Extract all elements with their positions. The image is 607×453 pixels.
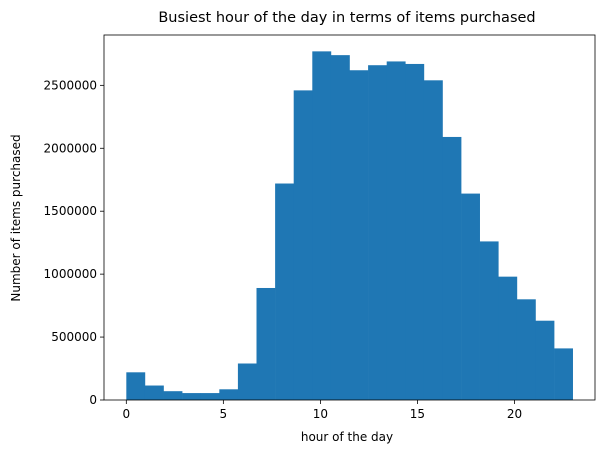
histogram-bar: [442, 136, 462, 400]
bars-group: [126, 51, 573, 401]
x-tick-label: 0: [122, 407, 130, 421]
y-tick-label: 2500000: [44, 78, 97, 92]
x-tick-label: 10: [313, 407, 328, 421]
histogram-bar: [256, 287, 276, 400]
y-tick-label: 1500000: [44, 204, 97, 218]
histogram-bar: [461, 193, 480, 400]
chart-title: Busiest hour of the day in terms of item…: [158, 10, 535, 26]
histogram-bar: [423, 80, 443, 400]
histogram-bar: [535, 320, 555, 400]
histogram-bar: [498, 276, 518, 400]
y-tick-label: 2000000: [44, 141, 97, 155]
histogram-bar: [163, 391, 183, 400]
histogram-bar: [144, 385, 164, 400]
histogram-bar: [237, 363, 257, 400]
histogram-bar: [312, 51, 332, 401]
y-axis-label: Number of items purchased: [9, 134, 23, 301]
histogram-bar: [293, 90, 313, 401]
y-tick-label: 0: [89, 393, 97, 407]
x-tick-label: 15: [410, 407, 425, 421]
histogram-bar: [368, 65, 388, 400]
histogram-bar: [330, 55, 350, 400]
histogram-bar: [479, 241, 499, 400]
histogram-bar: [554, 348, 573, 400]
histogram-bar: [219, 389, 239, 400]
histogram-bar: [200, 393, 220, 400]
histogram-bar: [405, 63, 425, 401]
y-tick-label: 1000000: [44, 267, 97, 281]
histogram-bar: [275, 183, 295, 400]
y-axis-ticks: 0 500000 1000000 1500000 2000000 2500000: [44, 78, 104, 407]
histogram-bar: [126, 372, 146, 400]
histogram-bar: [349, 70, 369, 400]
histogram-bar: [386, 61, 406, 401]
x-axis-label: hour of the day: [301, 430, 393, 444]
x-tick-label: 20: [507, 407, 522, 421]
y-tick-label: 500000: [51, 330, 97, 344]
x-axis-ticks: 0 5 10 15 20: [122, 400, 522, 421]
plot-frame: [103, 34, 596, 401]
histogram-bar: [516, 299, 536, 400]
x-tick-label: 5: [220, 407, 228, 421]
histogram-bar: [182, 393, 202, 400]
